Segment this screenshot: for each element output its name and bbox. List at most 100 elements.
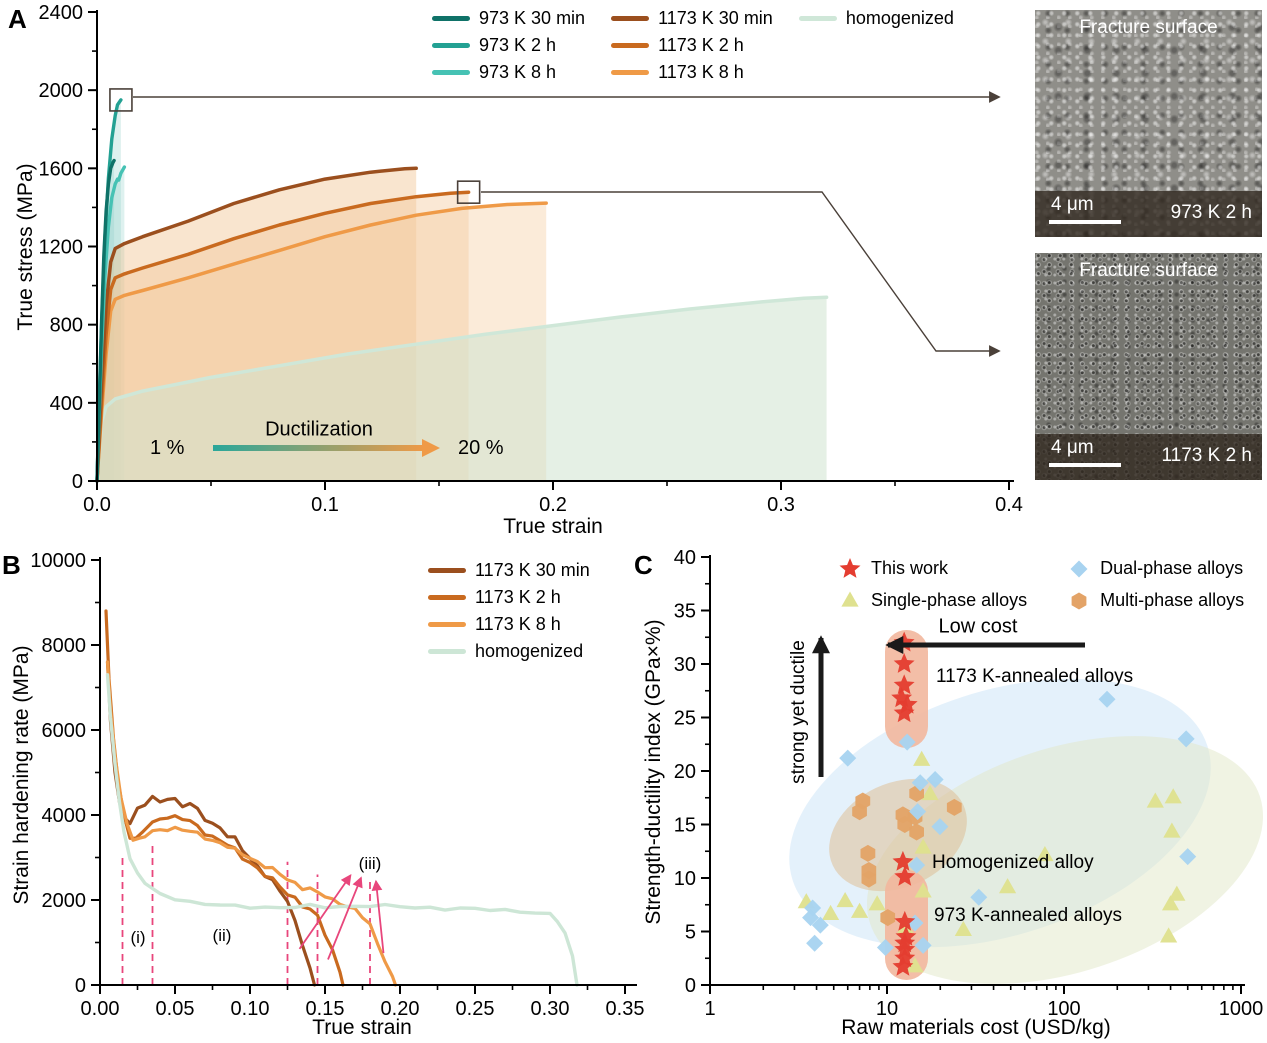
- legend-label: Multi-phase alloys: [1100, 589, 1245, 610]
- tick-label: 15: [674, 815, 696, 837]
- line-swatch: [432, 69, 470, 75]
- legend-label: This work: [871, 557, 949, 578]
- tick-label: 2000: [39, 80, 84, 102]
- panel-a-y-title: True stress (MPa): [14, 163, 37, 331]
- callout-box: [456, 180, 481, 204]
- tick-label: 10: [674, 868, 696, 890]
- panel-c-x-title: Raw materials cost (USD/kg): [841, 1016, 1111, 1039]
- legend-col: homogenized: [798, 8, 954, 82]
- curve-1173-k-30min: [105, 660, 317, 987]
- scatter-point-dual-phase-alloys: [806, 934, 824, 952]
- panel-b-legend: 1173 K 30 min 1173 K 2 h 1173 K 8 h homo…: [428, 560, 590, 661]
- scatter-point-dual-phase-alloys: [908, 856, 926, 874]
- scatter-point-this-work: [893, 702, 915, 723]
- curve-1173-k-2h: [95, 190, 471, 483]
- strong-yet-ductile-label: strong yet ductile: [788, 640, 809, 784]
- legend-item: 973 K 30 min: [432, 8, 585, 28]
- scatter-point-multi-phase-alloys: [909, 823, 924, 841]
- curve-homogenized: [95, 295, 829, 483]
- tick-label: 0.20: [381, 998, 420, 1020]
- legend-marker: [839, 558, 861, 578]
- panel-letter-c: C: [634, 550, 653, 580]
- scatter-point-dual-phase-alloys: [1177, 730, 1195, 748]
- line-swatch: [428, 648, 466, 654]
- scatter-point-single-phase-alloys: [1036, 846, 1054, 862]
- tick-label: 0.15: [306, 998, 345, 1020]
- callout-box: [109, 88, 133, 112]
- scatter-point-single-phase-alloys: [821, 904, 840, 920]
- sem-image-1173k-2h: Fracture surface 4 μm 1173 K 2 h: [1035, 253, 1262, 480]
- line-swatch: [432, 42, 470, 48]
- scatter-point-this-work: [893, 674, 915, 695]
- sem-info-band: [1035, 191, 1262, 237]
- legend-label: 973 K 2 h: [479, 34, 557, 55]
- legend-item: This work: [838, 558, 1027, 578]
- line-swatch: [432, 15, 470, 21]
- scatter-point-dual-phase-alloys: [898, 733, 916, 751]
- scatter-point-single-phase-alloys: [1160, 927, 1178, 943]
- tick-label: 1600: [39, 158, 84, 180]
- legend-marker: [1071, 592, 1087, 610]
- scatter-point-this-work: [892, 955, 914, 976]
- legend-item: homogenized: [798, 8, 954, 28]
- tick-label: 0.05: [156, 998, 195, 1020]
- ductilization-end-label: 20 %: [458, 437, 504, 459]
- legend-item: 1173 K 2 h: [611, 35, 773, 55]
- tick-label: 1200: [39, 237, 84, 259]
- scatter-point-this-work: [894, 865, 916, 886]
- scatter-point-single-phase-alloys: [906, 957, 924, 973]
- line-swatch: [428, 621, 466, 627]
- tick-label: 1000: [1219, 998, 1264, 1020]
- scatter-point-single-phase-alloys: [914, 838, 932, 854]
- legend-item: 973 K 8 h: [432, 62, 585, 82]
- tick-label: 0: [685, 975, 696, 997]
- legend-label: 1173 K 8 h: [475, 613, 561, 634]
- legend-col: 1173 K 30 min 1173 K 2 h 1173 K 8 h: [611, 8, 773, 82]
- ductilization-start-label: 1 %: [150, 437, 185, 459]
- tick-label: 10: [876, 998, 898, 1020]
- scatter-point-dual-phase-alloys: [914, 936, 932, 954]
- scatter-point-single-phase-alloys: [921, 785, 939, 801]
- tick-label: 0.2: [539, 494, 567, 516]
- low-cost-label: Low cost: [938, 615, 1018, 638]
- legend-col: 973 K 30 min 973 K 2 h 973 K 8 h: [432, 8, 585, 82]
- annealed-973-label: 973 K-annealed alloys: [934, 905, 1123, 926]
- sem-callout-arrow: [481, 191, 1001, 357]
- panel-c-plot: 1 10 100 1000 0 5 10 15 20 25 30 35 40: [674, 547, 1264, 1020]
- curve-1173-k-8h: [95, 201, 548, 483]
- scatter-point-single-phase-alloys: [1163, 822, 1181, 838]
- panel-a-x-title: True strain: [503, 515, 603, 538]
- curve-973-k-30min: [95, 158, 116, 483]
- tick-label: 10000: [30, 550, 86, 572]
- legend-marker: [841, 591, 859, 607]
- homogenized-alloy-label: Homogenized alloy: [932, 852, 1094, 873]
- tick-label: 40: [674, 547, 696, 569]
- scatter-point-single-phase-alloys: [1168, 885, 1186, 901]
- ductilization-arrowhead: [422, 439, 440, 457]
- scatter-point-multi-phase-alloys: [880, 909, 896, 927]
- sem-caption: Fracture surface: [1079, 17, 1218, 38]
- tick-label: 6000: [42, 720, 87, 742]
- scatter-point-dual-phase-alloys: [839, 749, 857, 767]
- panel-letter-b: B: [2, 550, 21, 580]
- legend-item: Dual-phase alloys: [1067, 558, 1244, 578]
- scatter-point-single-phase-alloys: [850, 902, 869, 918]
- triangle-icon: [838, 588, 862, 612]
- tick-label: 0.00: [81, 998, 120, 1020]
- stage-ii-label: (ii): [212, 926, 232, 945]
- legend-item: 1173 K 30 min: [611, 8, 773, 28]
- legend-item: homogenized: [428, 641, 590, 661]
- sem-condition-label: 1173 K 2 h: [1161, 445, 1252, 466]
- tick-label: 0.10: [231, 998, 270, 1020]
- sem-info-band: [1035, 434, 1262, 480]
- legend-label: 1173 K 30 min: [475, 559, 590, 580]
- scatter-point-dual-phase-alloys: [1179, 848, 1197, 866]
- scatter-point-this-work: [893, 653, 915, 673]
- line-swatch: [428, 594, 466, 600]
- legend-label: 1173 K 2 h: [658, 34, 744, 55]
- tick-label: 100: [1047, 998, 1080, 1020]
- tick-label: 35: [674, 601, 696, 623]
- tick-label: 0.30: [531, 998, 570, 1020]
- curve-1173-k-2h: [104, 609, 345, 987]
- legend-label: 973 K 8 h: [479, 61, 557, 82]
